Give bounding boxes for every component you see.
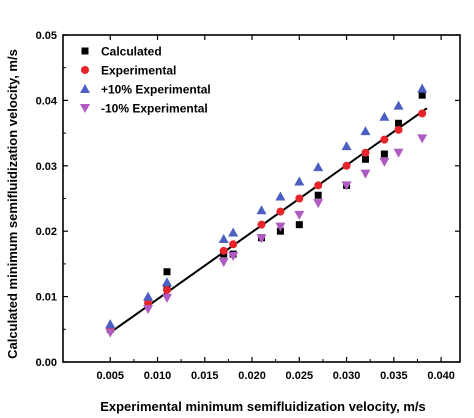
- x-tick-label: 0.015: [191, 370, 219, 382]
- point-plus10-experimental: [228, 227, 239, 237]
- point-calculated: [163, 268, 171, 276]
- point-minus10-experimental: [256, 234, 267, 244]
- fit-line-group: [109, 107, 428, 334]
- x-tick-label: 0.025: [286, 370, 314, 382]
- point-plus10-experimental: [360, 126, 371, 136]
- point-calculated: [380, 150, 388, 158]
- point-minus10-experimental: [341, 181, 352, 191]
- point-minus10-experimental: [218, 257, 229, 267]
- x-axis-label: Experimental minimum semifluidization ve…: [100, 399, 426, 414]
- y-tick-label: 0.03: [36, 161, 57, 173]
- y-tick-label: 0.05: [36, 30, 57, 42]
- y-tick-label: 0.00: [36, 357, 57, 369]
- point-plus10-experimental: [256, 205, 267, 215]
- y-axis-label: Calculated minimum semifluidization velo…: [5, 49, 20, 359]
- point-minus10-experimental: [393, 148, 404, 158]
- point-plus10-experimental: [218, 234, 229, 244]
- point-experimental: [219, 246, 228, 255]
- point-experimental: [257, 220, 266, 229]
- legend-marker-calculated: [81, 47, 89, 55]
- point-experimental: [394, 125, 403, 134]
- x-tick-label: 0.035: [380, 370, 408, 382]
- point-experimental: [342, 161, 351, 170]
- point-experimental: [276, 207, 285, 216]
- y-tick-label: 0.01: [36, 292, 57, 304]
- point-minus10-experimental: [275, 222, 286, 232]
- point-experimental: [418, 109, 427, 118]
- point-minus10-experimental: [360, 169, 371, 179]
- legend-label-minus10-experimental: -10% Experimental: [101, 102, 208, 116]
- point-experimental: [162, 286, 171, 295]
- point-minus10-experimental: [313, 199, 324, 209]
- point-plus10-experimental: [161, 277, 172, 287]
- point-plus10-experimental: [143, 291, 154, 301]
- legend-label-experimental: Experimental: [101, 64, 176, 78]
- point-plus10-experimental: [105, 319, 116, 329]
- point-experimental: [295, 194, 304, 203]
- point-calculated: [395, 119, 403, 127]
- point-minus10-experimental: [161, 293, 172, 303]
- point-minus10-experimental: [417, 134, 428, 144]
- point-minus10-experimental: [105, 328, 116, 338]
- point-calculated: [295, 221, 303, 229]
- point-plus10-experimental: [393, 100, 404, 110]
- point-minus10-experimental: [143, 305, 154, 315]
- point-plus10-experimental: [313, 162, 324, 172]
- legend-label-plus10-experimental: +10% Experimental: [101, 83, 211, 97]
- y-tick-label: 0.04: [36, 95, 58, 107]
- point-experimental: [229, 240, 238, 249]
- point-calculated: [418, 91, 426, 99]
- point-minus10-experimental: [228, 252, 239, 262]
- y-tick-label: 0.02: [36, 226, 57, 238]
- point-plus10-experimental: [341, 141, 352, 151]
- point-experimental: [314, 181, 323, 190]
- point-plus10-experimental: [417, 83, 428, 93]
- point-minus10-experimental: [294, 210, 305, 220]
- axis-ticks: 0.005 0.010 0.015 0.020 0.025 0.030 0.035 0.040…: [36, 30, 460, 382]
- legend-marker-experimental: [81, 66, 89, 74]
- x-tick-label: 0.040: [427, 370, 455, 382]
- legend: Calculated Experimental +10% Experimental -…: [80, 45, 211, 116]
- x-tick-label: 0.010: [144, 370, 172, 382]
- legend-label-calculated: Calculated: [101, 45, 162, 59]
- x-tick-label: 0.030: [333, 370, 361, 382]
- point-plus10-experimental: [275, 191, 286, 201]
- point-plus10-experimental: [379, 111, 390, 121]
- fit-line: [109, 107, 428, 334]
- point-minus10-experimental: [379, 157, 390, 167]
- point-calculated: [314, 191, 322, 199]
- legend-marker-minus10-experimental: [80, 104, 90, 113]
- point-experimental: [361, 148, 370, 157]
- legend-marker-plus10-experimental: [80, 84, 90, 93]
- x-tick-label: 0.020: [238, 370, 266, 382]
- point-calculated: [361, 155, 369, 163]
- x-tick-label: 0.005: [96, 370, 124, 382]
- data-points: [105, 83, 428, 338]
- point-plus10-experimental: [294, 176, 305, 186]
- point-experimental: [380, 135, 389, 144]
